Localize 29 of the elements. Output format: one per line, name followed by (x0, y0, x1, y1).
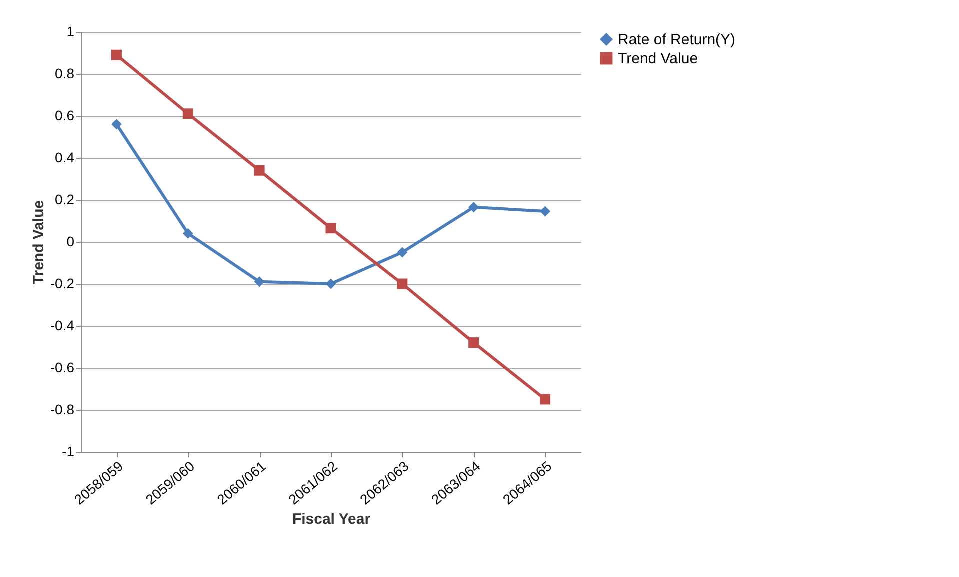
y-tick-label: 0.4 (55, 150, 75, 166)
point (111, 119, 122, 130)
y-tick-label: 0.6 (55, 108, 75, 124)
y-tick-label: -0.4 (50, 318, 75, 334)
y-tick-label: 1 (66, 24, 75, 40)
point (468, 202, 480, 213)
y-tick-label: 0.8 (55, 66, 75, 82)
point (540, 394, 551, 405)
point (468, 338, 480, 348)
legend-label: Trend Value (618, 50, 698, 68)
y-tick-label: -1 (62, 444, 75, 460)
y-tick-label: -0.6 (50, 360, 75, 376)
point (182, 228, 194, 239)
point (397, 278, 408, 290)
point (540, 206, 551, 217)
y-tick-label: 0.2 (55, 192, 75, 208)
y-tick-label: -0.2 (50, 276, 75, 292)
point (111, 50, 122, 60)
legend-label: Rate of Return(Y) (618, 32, 736, 48)
point (254, 165, 265, 176)
point (182, 108, 194, 120)
y-tick-label: 0 (66, 234, 75, 250)
point (254, 276, 265, 288)
y-tick-label: -0.8 (50, 402, 75, 418)
point (397, 247, 408, 258)
point (326, 278, 336, 290)
point (326, 223, 336, 234)
y-axis-title: Trend Value (30, 200, 48, 285)
x-axis-title: Fiscal Year (292, 510, 371, 528)
